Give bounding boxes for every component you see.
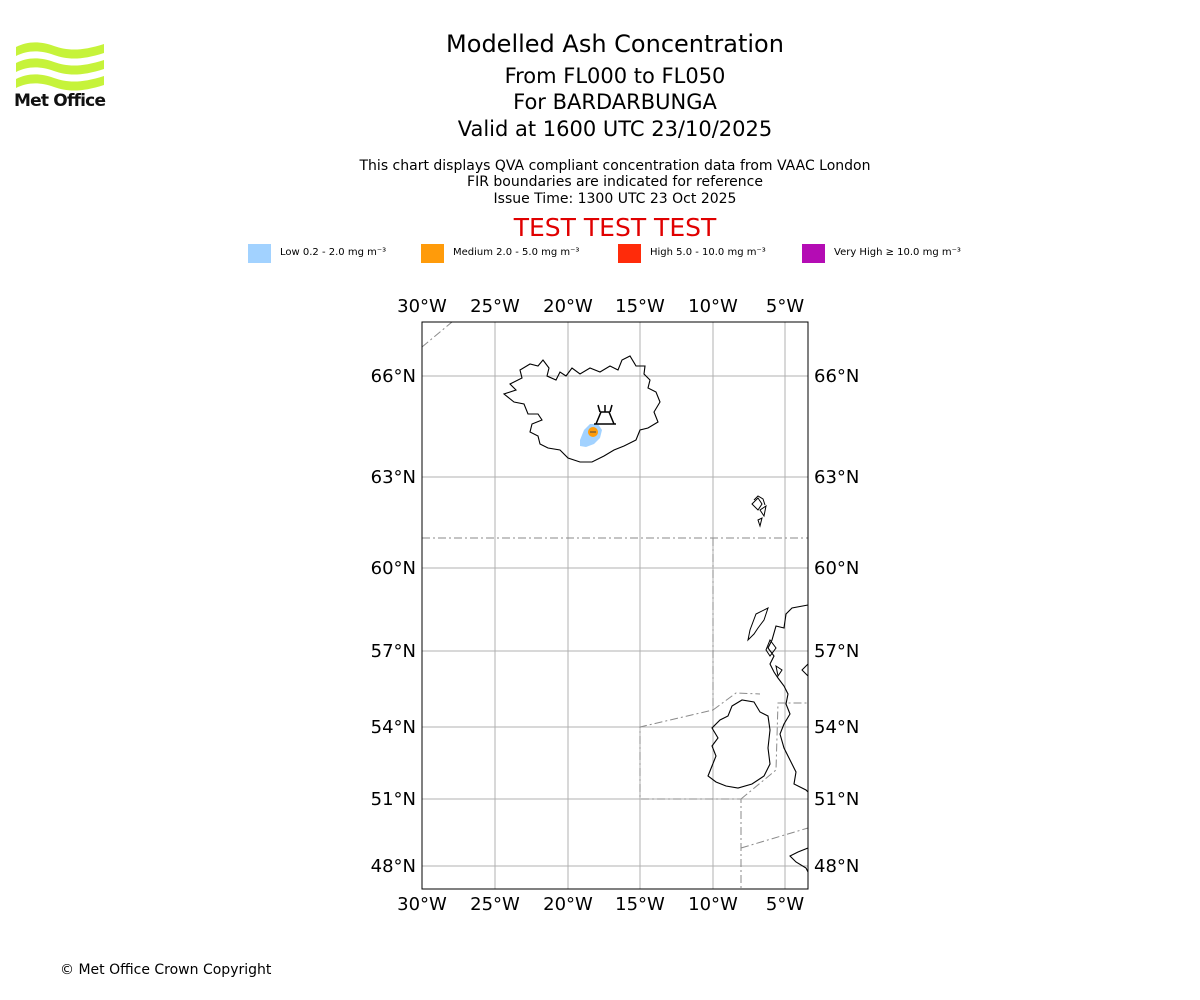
lat-label-right: 51°N bbox=[814, 789, 859, 810]
met-office-logo-text: Met Office bbox=[14, 91, 106, 111]
lon-label-top: 25°W bbox=[470, 296, 520, 317]
legend-swatch-medium bbox=[421, 244, 444, 263]
lat-label-left: 66°N bbox=[371, 366, 416, 387]
lon-label-bottom: 10°W bbox=[688, 894, 738, 915]
lat-label-left: 60°N bbox=[371, 558, 416, 579]
lon-label-bottom: 25°W bbox=[470, 894, 520, 915]
lon-label-bottom: 15°W bbox=[615, 894, 665, 915]
scotland-west-isles bbox=[765, 638, 783, 678]
met-office-logo-waves bbox=[16, 42, 104, 91]
legend-swatch-high bbox=[618, 244, 641, 263]
lat-label-right: 63°N bbox=[814, 467, 859, 488]
lon-label-bottom: 30°W bbox=[397, 894, 447, 915]
info-line-issue-time: Issue Time: 1300 UTC 23 Oct 2025 bbox=[493, 191, 737, 207]
info-line-compliance: This chart displays QVA compliant concen… bbox=[359, 158, 871, 174]
lat-label-left: 54°N bbox=[371, 717, 416, 738]
faroe-islands bbox=[751, 495, 767, 528]
test-banner: TEST TEST TEST bbox=[513, 213, 717, 242]
shetland-orkney bbox=[801, 662, 809, 678]
lon-label-bottom: 5°W bbox=[766, 894, 804, 915]
lon-label-top: 30°W bbox=[397, 296, 447, 317]
great-britain-coastline bbox=[767, 604, 809, 793]
legend-swatch-very-high bbox=[802, 244, 825, 263]
lat-label-left: 51°N bbox=[371, 789, 416, 810]
legend-label-high: High 5.0 - 10.0 mg m⁻³ bbox=[650, 247, 766, 258]
lat-label-right: 60°N bbox=[814, 558, 859, 579]
ash-plume bbox=[580, 424, 602, 447]
fir-boundary-scottish bbox=[740, 702, 808, 800]
lat-label-left: 57°N bbox=[371, 641, 416, 662]
volcano-name: For BARDARBUNGA bbox=[513, 90, 717, 114]
lat-label-right: 66°N bbox=[814, 366, 859, 387]
lat-label-right: 48°N bbox=[814, 856, 859, 877]
map-gridlines bbox=[422, 322, 808, 889]
chart-title: Modelled Ash Concentration bbox=[446, 30, 784, 58]
flight-level-range: From FL000 to FL050 bbox=[504, 64, 726, 88]
lon-label-top: 20°W bbox=[543, 296, 593, 317]
lon-label-top: 15°W bbox=[615, 296, 665, 317]
lat-label-right: 57°N bbox=[814, 641, 859, 662]
fir-boundaries bbox=[421, 321, 809, 889]
fir-boundary-northwest bbox=[421, 321, 453, 348]
ireland-coastline bbox=[707, 699, 771, 789]
fir-boundary-shanwick bbox=[639, 538, 742, 889]
france-coastline bbox=[789, 847, 809, 873]
lon-label-bottom: 20°W bbox=[543, 894, 593, 915]
lat-label-left: 63°N bbox=[371, 467, 416, 488]
copyright-notice: © Met Office Crown Copyright bbox=[60, 962, 272, 978]
fir-boundary-brest bbox=[740, 827, 809, 849]
lat-label-right: 54°N bbox=[814, 717, 859, 738]
legend-swatch-low bbox=[248, 244, 271, 263]
legend-label-medium: Medium 2.0 - 5.0 mg m⁻³ bbox=[453, 247, 580, 258]
lon-label-top: 5°W bbox=[766, 296, 804, 317]
valid-time: Valid at 1600 UTC 23/10/2025 bbox=[457, 117, 773, 141]
lat-label-left: 48°N bbox=[371, 856, 416, 877]
fir-boundary-ireland-north bbox=[712, 692, 761, 711]
legend-label-low: Low 0.2 - 2.0 mg m⁻³ bbox=[280, 247, 387, 258]
outer-hebrides bbox=[747, 607, 769, 642]
map-frame bbox=[421, 321, 809, 890]
legend-label-very-high: Very High ≥ 10.0 mg m⁻³ bbox=[834, 247, 961, 258]
iceland-coastline bbox=[502, 355, 661, 463]
volcano-marker-icon bbox=[594, 404, 616, 425]
info-line-fir: FIR boundaries are indicated for referen… bbox=[467, 174, 763, 190]
lon-label-top: 10°W bbox=[688, 296, 738, 317]
